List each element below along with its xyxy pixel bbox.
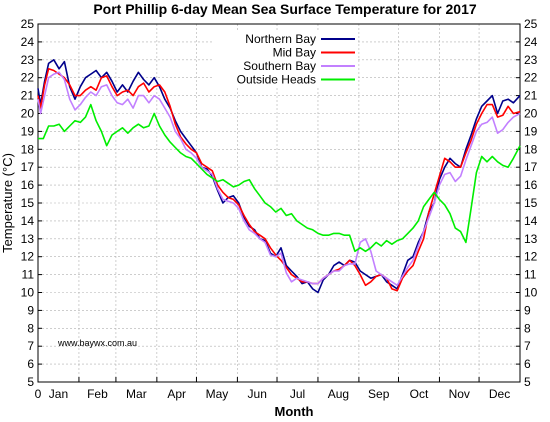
y-tick-label-left: 10 xyxy=(21,286,35,300)
y-tick-label-right: 9 xyxy=(524,303,531,317)
axis-ticks: 5 5 6 6 7 7 8 8 9 9 10 10 11 11 12 12 13 13 14 14 15 15 16 16 17… xyxy=(21,17,538,401)
x-month-label: Oct xyxy=(410,387,429,401)
y-tick-label-left: 18 xyxy=(21,142,35,156)
legend-label: Southern Bay xyxy=(243,59,316,73)
x-month-label: Apr xyxy=(167,387,186,401)
y-tick-label-left: 11 xyxy=(22,268,35,282)
y-tick-label-right: 5 xyxy=(524,375,531,389)
x-month-label: Nov xyxy=(449,387,470,401)
y-tick-label-left: 5 xyxy=(27,375,34,389)
x-month-label: Jun xyxy=(248,387,267,401)
chart-title: Port Phillip 6-day Mean Sea Surface Temp… xyxy=(93,1,477,17)
y-tick-label-right: 16 xyxy=(524,178,538,192)
y-tick-label-left: 16 xyxy=(21,178,35,192)
y-tick-label-right: 24 xyxy=(524,35,538,49)
legend-label: Mid Bay xyxy=(273,46,316,60)
y-tick-label-left: 19 xyxy=(21,124,35,138)
x-month-label: May xyxy=(206,387,229,401)
series-line-1 xyxy=(37,68,521,292)
x-axis-label: Month xyxy=(275,404,314,419)
x-month-label: Aug xyxy=(328,387,349,401)
y-tick-label-right: 8 xyxy=(524,321,531,335)
legend-label: Outside Heads xyxy=(237,73,316,87)
x-month-label: Jan xyxy=(49,387,68,401)
series-lines xyxy=(37,58,521,294)
y-tick-label-left: 14 xyxy=(21,214,35,228)
y-tick-label-right: 11 xyxy=(524,268,537,282)
y-tick-label-left: 24 xyxy=(21,35,35,49)
y-tick-label-right: 19 xyxy=(524,124,538,138)
y-tick-label-left: 20 xyxy=(21,107,35,121)
y-tick-label-left: 17 xyxy=(21,160,35,174)
y-tick-label-left: 23 xyxy=(21,53,35,67)
y-tick-label-right: 7 xyxy=(524,339,531,353)
y-tick-label-left: 15 xyxy=(21,196,35,210)
y-tick-label-left: 22 xyxy=(21,71,35,85)
x-tick-label: 0 xyxy=(35,387,42,401)
y-tick-label-right: 10 xyxy=(524,286,538,300)
y-tick-label-left: 9 xyxy=(27,303,34,317)
y-axis-label: Temperature (°C) xyxy=(0,153,15,253)
y-tick-label-right: 14 xyxy=(524,214,538,228)
legend-background xyxy=(213,31,358,86)
y-tick-label-left: 12 xyxy=(21,250,35,264)
y-tick-label-left: 8 xyxy=(27,321,34,335)
y-tick-label-left: 13 xyxy=(21,232,35,246)
y-tick-label-right: 6 xyxy=(524,357,531,371)
watermark: www.baywx.com.au xyxy=(57,338,137,348)
y-tick-label-right: 20 xyxy=(524,107,538,121)
y-tick-label-right: 17 xyxy=(524,160,538,174)
x-month-label: Sep xyxy=(368,387,390,401)
y-tick-label-right: 23 xyxy=(524,53,538,67)
y-tick-label-left: 25 xyxy=(21,17,35,31)
y-tick-label-right: 21 xyxy=(524,89,538,103)
y-tick-label-right: 15 xyxy=(524,196,538,210)
y-tick-label-left: 6 xyxy=(27,357,34,371)
series-line-2 xyxy=(37,71,521,287)
x-month-label: Dec xyxy=(489,387,510,401)
y-tick-label-right: 22 xyxy=(524,71,538,85)
x-month-label: Jul xyxy=(290,387,305,401)
y-tick-label-right: 13 xyxy=(524,232,538,246)
y-tick-label-left: 7 xyxy=(27,339,34,353)
y-tick-label-right: 12 xyxy=(524,250,538,264)
y-tick-label-right: 18 xyxy=(524,142,538,156)
x-month-label: Mar xyxy=(126,387,147,401)
y-tick-label-left: 21 xyxy=(21,89,35,103)
y-tick-label-right: 25 xyxy=(524,17,538,31)
x-month-label: Feb xyxy=(87,387,108,401)
legend-label: Northern Bay xyxy=(245,32,316,46)
series-line-3 xyxy=(38,103,521,253)
